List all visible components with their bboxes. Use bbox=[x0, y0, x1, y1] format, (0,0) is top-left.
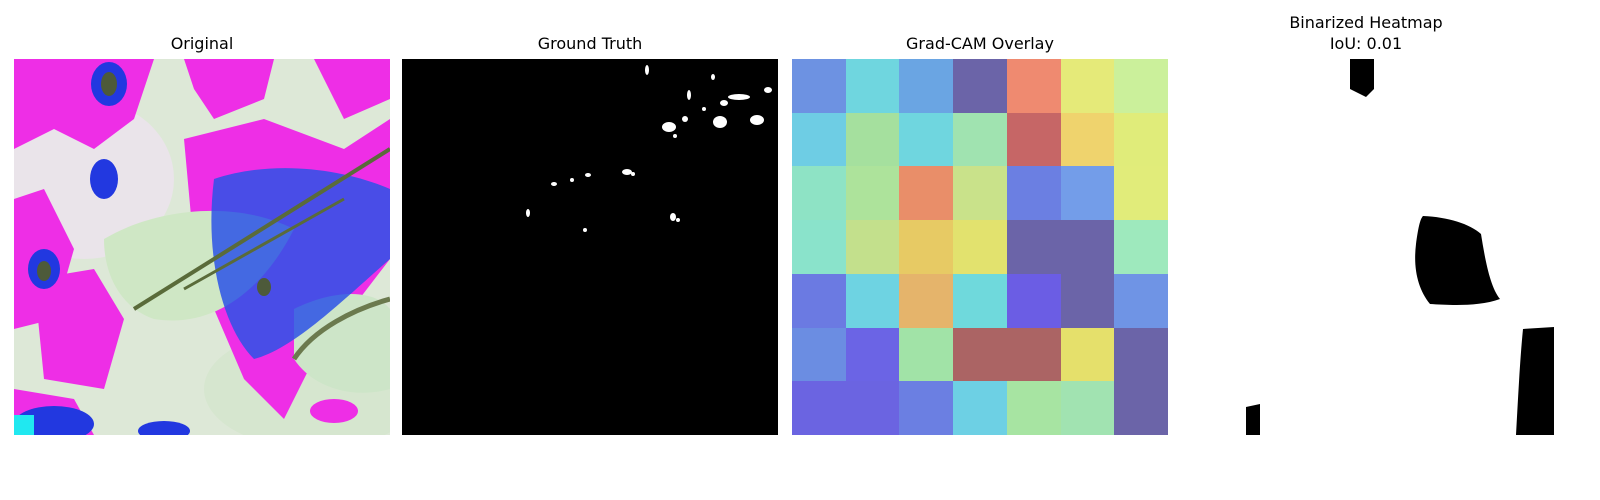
gradcam-cell bbox=[1060, 381, 1115, 435]
gradcam-cell bbox=[1060, 166, 1115, 221]
gradcam-title: Grad-CAM Overlay bbox=[906, 34, 1054, 53]
gradcam-cell bbox=[1006, 381, 1061, 435]
gradcam-cell bbox=[953, 166, 1007, 221]
binarized-iou: IoU: 0.01 bbox=[1329, 34, 1403, 53]
gradcam-cell bbox=[899, 381, 954, 435]
gradcam-cell bbox=[1114, 59, 1168, 113]
gradcam-cell bbox=[1114, 112, 1168, 167]
gradcam-grid bbox=[792, 59, 1168, 435]
gradcam-cell bbox=[845, 166, 900, 221]
gradcam-cell bbox=[899, 327, 954, 382]
gradcam-cell bbox=[899, 273, 954, 328]
gradcam-cell bbox=[1006, 273, 1061, 328]
gradcam-cell bbox=[1060, 59, 1115, 113]
original-title: Original bbox=[170, 34, 234, 53]
gradcam-cell bbox=[845, 273, 900, 328]
gradcam-cell bbox=[845, 112, 900, 167]
gradcam-cell bbox=[792, 112, 846, 167]
gradcam-cell bbox=[953, 220, 1007, 274]
gradcam-cell bbox=[1006, 112, 1061, 167]
gradcam-cell bbox=[1060, 273, 1115, 328]
binarized-image bbox=[1178, 59, 1554, 435]
gradcam-cell bbox=[792, 59, 846, 113]
gradcam-cell bbox=[792, 381, 846, 435]
original-image bbox=[14, 59, 390, 435]
gradcam-cell bbox=[792, 273, 846, 328]
gradcam-cell bbox=[845, 327, 900, 382]
gradcam-cell bbox=[792, 220, 846, 274]
gradcam-cell bbox=[1114, 381, 1168, 435]
ground-truth-mask bbox=[402, 59, 778, 435]
gradcam-overlay bbox=[792, 59, 1168, 435]
gradcam-cell bbox=[953, 381, 1007, 435]
gradcam-cell bbox=[899, 59, 954, 113]
binarized-heatmap bbox=[1178, 59, 1554, 435]
gradcam-cell bbox=[1060, 220, 1115, 274]
gradcam-cell bbox=[845, 220, 900, 274]
gradcam-cell bbox=[953, 327, 1007, 382]
gradcam-cell bbox=[1006, 220, 1061, 274]
gradcam-cell bbox=[792, 166, 846, 221]
gradcam-cell bbox=[1114, 166, 1168, 221]
mask-image bbox=[402, 59, 778, 435]
gradcam-cell bbox=[1114, 273, 1168, 328]
gradcam-cell bbox=[1060, 112, 1115, 167]
gradcam-cell bbox=[953, 273, 1007, 328]
gradcam-cell bbox=[953, 59, 1007, 113]
gradcam-cell bbox=[1060, 327, 1115, 382]
gradcam-cell bbox=[899, 112, 954, 167]
ground-truth-title: Ground Truth bbox=[537, 34, 643, 53]
binarized-title: Binarized Heatmap bbox=[1289, 13, 1443, 32]
gradcam-cell bbox=[845, 59, 900, 113]
gradcam-cell bbox=[953, 112, 1007, 167]
gradcam-cell bbox=[1006, 59, 1061, 113]
gradcam-cell bbox=[899, 166, 954, 221]
gradcam-cell bbox=[899, 220, 954, 274]
leaf-image bbox=[14, 59, 390, 435]
gradcam-cell bbox=[792, 327, 846, 382]
gradcam-cell bbox=[845, 381, 900, 435]
gradcam-cell bbox=[1006, 327, 1061, 382]
gradcam-cell bbox=[1114, 327, 1168, 382]
gradcam-cell bbox=[1114, 220, 1168, 274]
gradcam-cell bbox=[1006, 166, 1061, 221]
